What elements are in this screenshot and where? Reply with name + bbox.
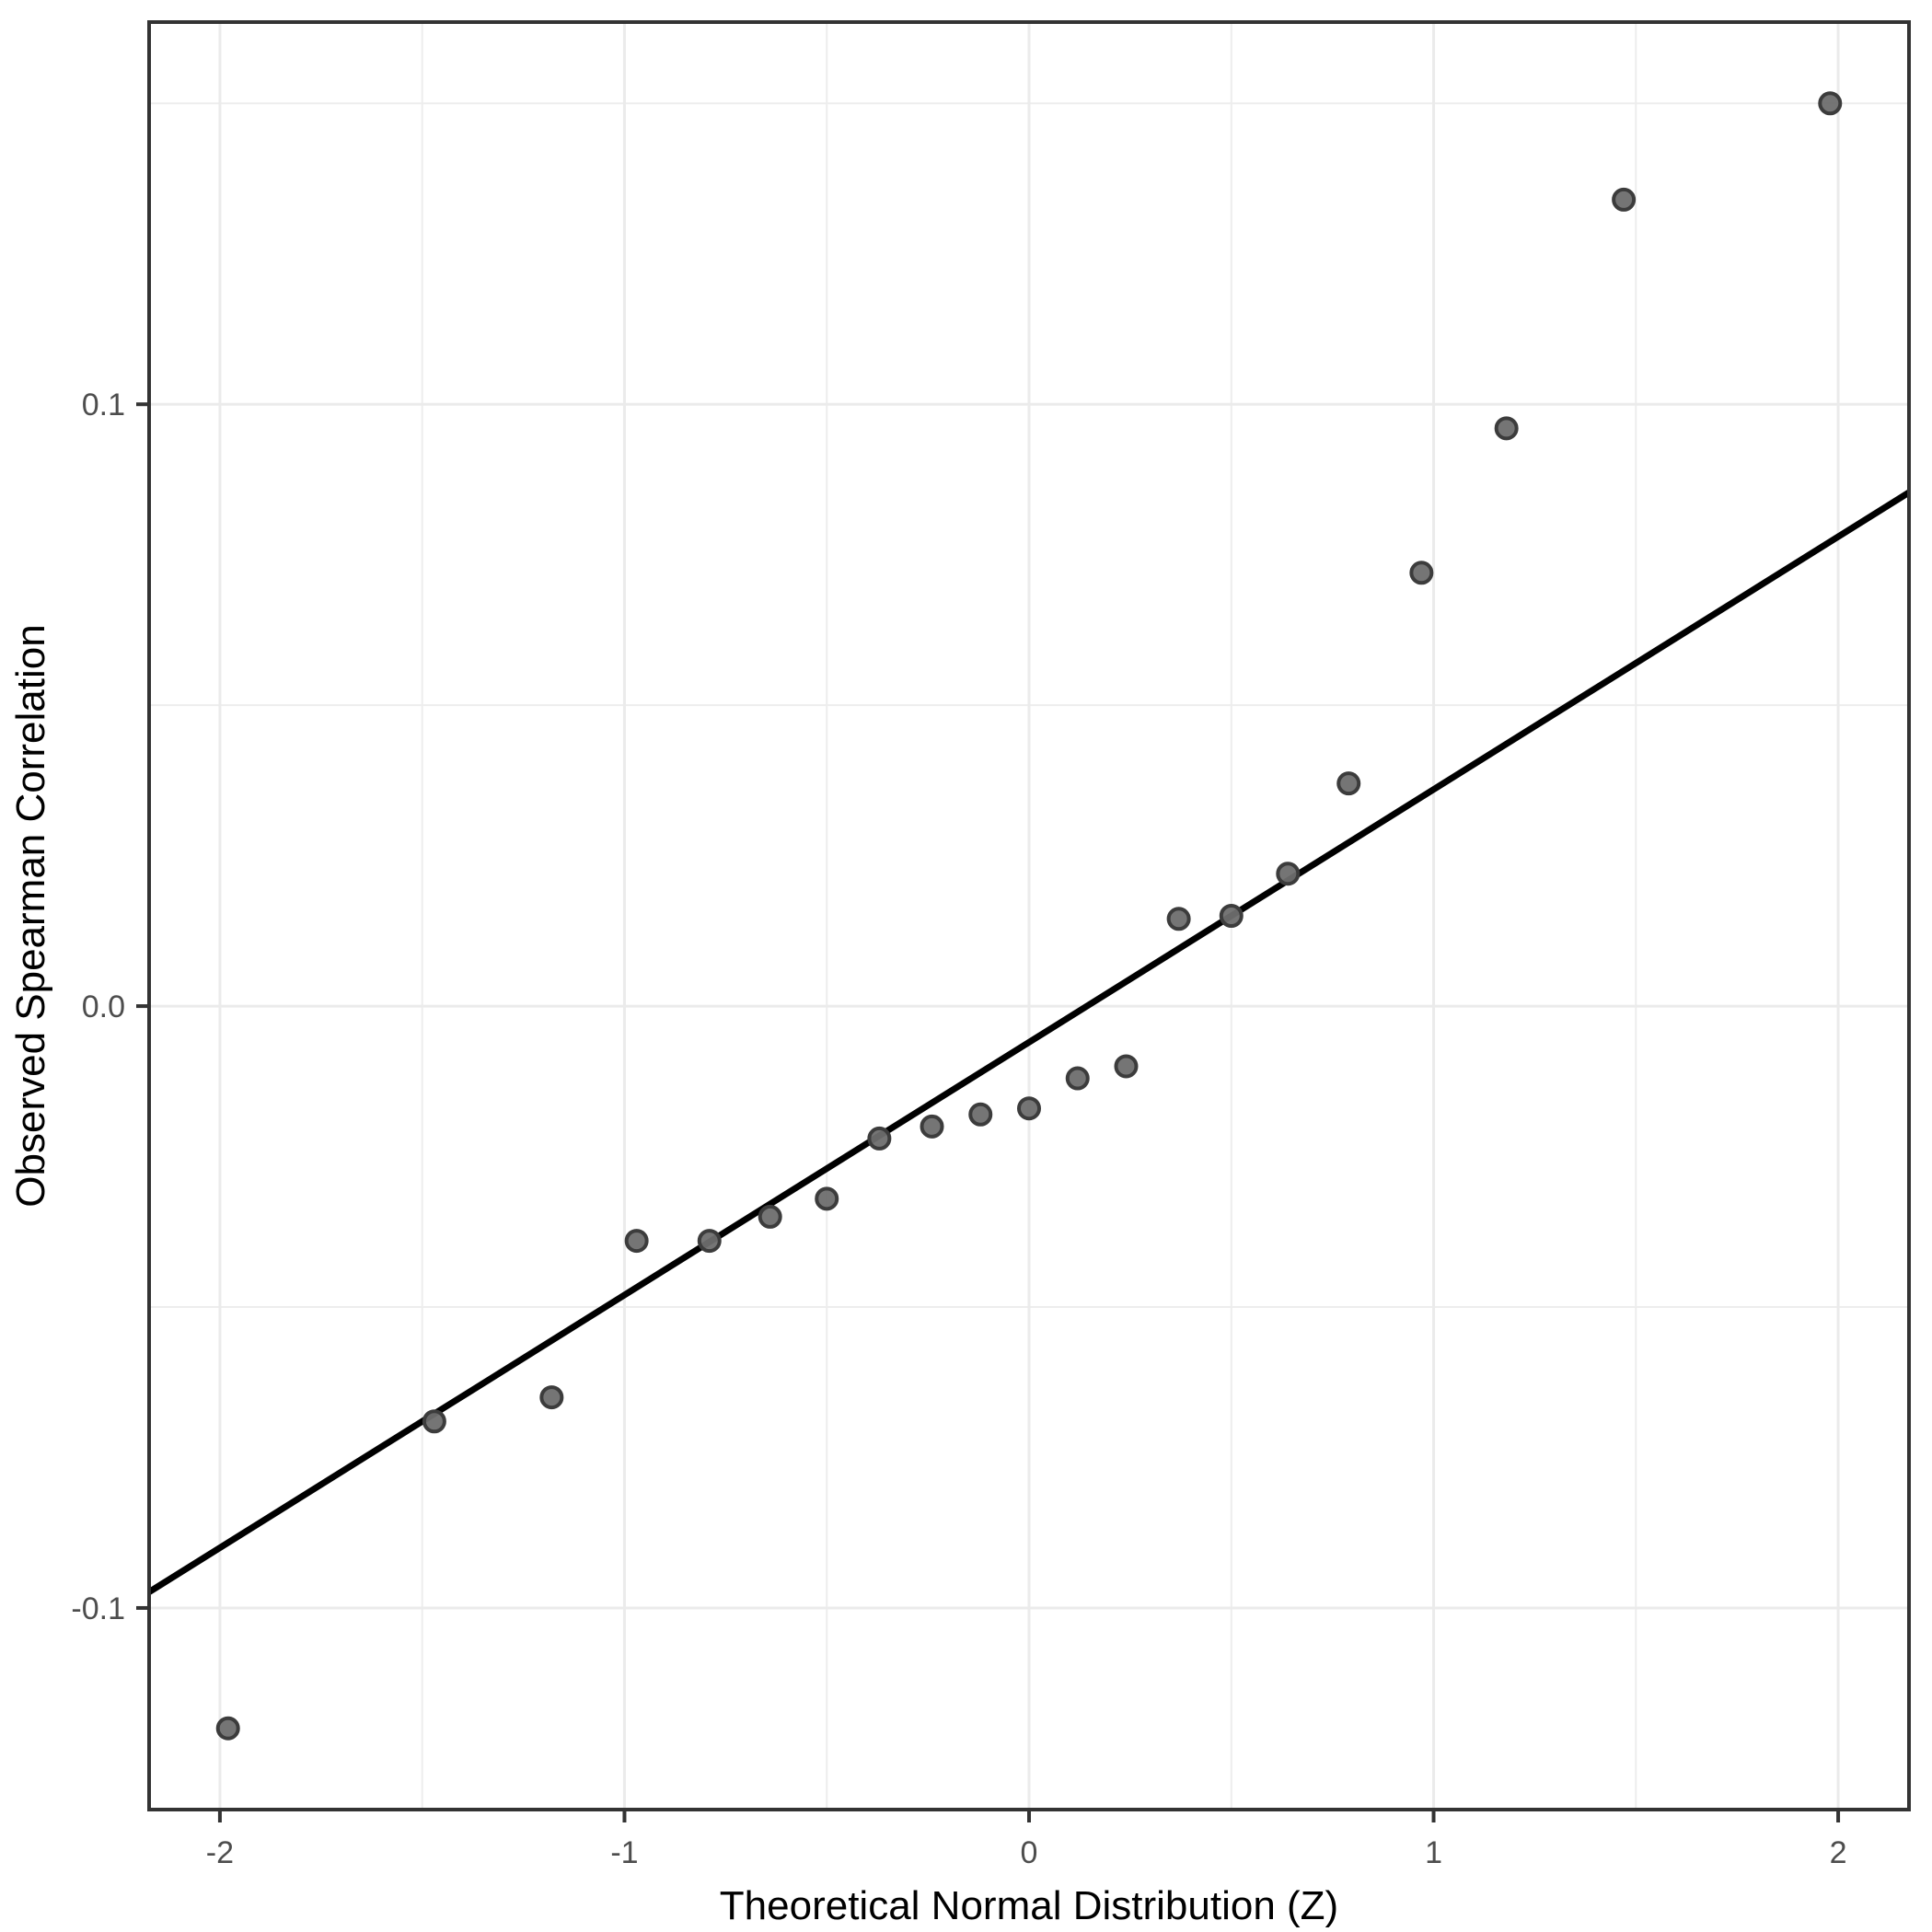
scatter-point bbox=[1336, 771, 1361, 796]
scatter-point bbox=[1276, 862, 1301, 886]
scatter-point bbox=[1114, 1054, 1139, 1079]
x-axis-tick-label: -2 bbox=[206, 1835, 234, 1870]
x-axis-tick-label: -1 bbox=[610, 1835, 638, 1870]
qq-reference-line bbox=[147, 490, 1911, 1595]
y-axis-tick-label: 0.1 bbox=[82, 388, 125, 422]
scatter-point bbox=[422, 1409, 446, 1434]
scatter-point bbox=[968, 1102, 993, 1127]
axis-ticks-layer bbox=[136, 402, 1841, 1822]
gridlines-layer bbox=[149, 22, 1909, 1810]
y-axis-tick-label: -0.1 bbox=[71, 1591, 125, 1626]
scatter-point bbox=[1409, 561, 1434, 585]
scatter-point bbox=[758, 1204, 782, 1229]
scatter-point bbox=[539, 1385, 564, 1410]
scatter-point bbox=[697, 1229, 722, 1254]
scatter-point bbox=[1219, 904, 1244, 928]
reference-line-layer bbox=[147, 490, 1911, 1595]
y-axis-title: Observed Spearman Correlation bbox=[8, 624, 53, 1207]
scatter-point bbox=[1818, 91, 1843, 116]
x-axis-tick-label: 1 bbox=[1425, 1835, 1442, 1870]
scatter-point bbox=[215, 1716, 240, 1741]
scatter-point bbox=[1065, 1066, 1090, 1091]
y-axis-tick-label: 0.0 bbox=[82, 989, 125, 1024]
scatter-point bbox=[1166, 907, 1191, 931]
scatter-points-layer bbox=[215, 91, 1843, 1741]
axis-tick-labels-layer: -2 -1 0 1 2 0.1 0.0 -0.1 bbox=[71, 388, 1846, 1870]
scatter-point bbox=[1612, 187, 1637, 212]
scatter-point bbox=[624, 1229, 649, 1254]
x-axis-tick-label: 2 bbox=[1830, 1835, 1847, 1870]
scatter-point bbox=[1017, 1096, 1041, 1121]
scatter-point bbox=[920, 1114, 944, 1139]
x-axis-tick-label: 0 bbox=[1021, 1835, 1038, 1870]
scatter-point bbox=[867, 1126, 892, 1151]
scatter-point bbox=[1494, 416, 1519, 441]
scatter-point bbox=[815, 1186, 839, 1211]
x-axis-title: Theoretical Normal Distribution (Z) bbox=[720, 1883, 1338, 1928]
